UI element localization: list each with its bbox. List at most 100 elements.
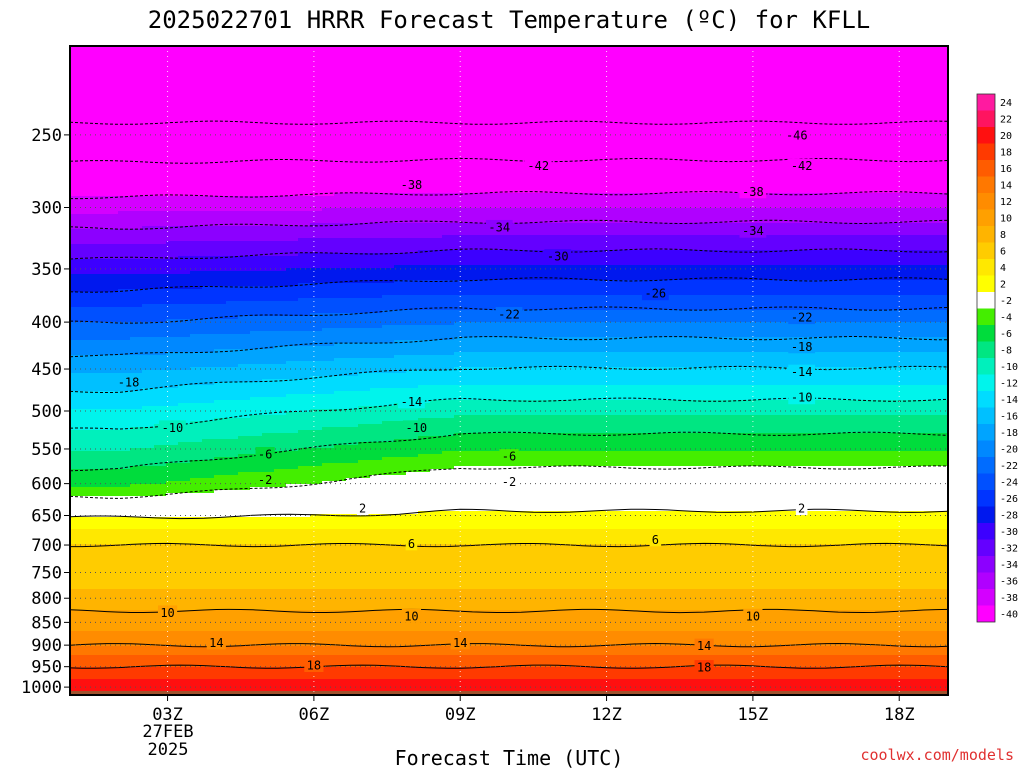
- contour-label-bg: [739, 184, 767, 199]
- contour-label: -34: [488, 220, 510, 234]
- colorbar-label: 12: [1000, 197, 1012, 208]
- colorbar-swatch: [977, 473, 995, 490]
- contour-label-bg: [788, 364, 816, 379]
- contour-label: 6: [408, 537, 415, 551]
- colorbar: 24 22 20 18 16 14 12 10 8 6 4 2 -2 -4 -6 -8 -10 -12 -14 -16…: [976, 93, 1018, 623]
- isotherm-line: [70, 248, 948, 260]
- contour-label-bg: [398, 177, 425, 192]
- contour-label-bg: [450, 635, 470, 650]
- date-label-day: 27FEB: [142, 722, 193, 742]
- contour-label: -22: [498, 308, 520, 322]
- contour-label: -26: [644, 287, 666, 301]
- colorbar-label: -16: [1000, 412, 1018, 423]
- colorbar-swatch: [977, 572, 995, 589]
- colorbar-swatch: [977, 325, 995, 342]
- colorbar-swatch: [977, 358, 995, 375]
- y-tick-label: 700: [31, 536, 62, 556]
- y-tick-label: 450: [31, 360, 62, 380]
- colorbar-label: -26: [1000, 494, 1018, 505]
- colorbar-swatch: [977, 539, 995, 556]
- contour-label-bg: [206, 635, 226, 650]
- y-tick-label: 800: [31, 589, 62, 609]
- y-tick-label: 300: [31, 199, 62, 219]
- colorbar-swatch: [977, 292, 995, 309]
- contour-label-bg: [694, 638, 714, 653]
- isotherm-contours: [70, 120, 948, 669]
- isotherm-line: [70, 335, 948, 358]
- contour-label: 14: [209, 636, 223, 650]
- colorbar-label: 4: [1000, 263, 1006, 274]
- y-tick-label: 650: [31, 507, 62, 527]
- isotherm-line: [70, 465, 948, 499]
- colorbar-swatch: [977, 424, 995, 441]
- colorbar-label: -36: [1000, 577, 1018, 588]
- contour-label-bg: [304, 657, 324, 672]
- contour-label: -42: [791, 159, 813, 173]
- colorbar-label: 22: [1000, 115, 1012, 126]
- colorbar-label: -38: [1000, 593, 1018, 604]
- colorbar-swatch: [977, 193, 995, 210]
- contour-label: -46: [786, 128, 808, 142]
- colorbar-label: 6: [1000, 247, 1006, 258]
- contour-label-bg: [157, 605, 178, 620]
- contour-label: 6: [652, 533, 659, 547]
- y-tick-label: 250: [31, 126, 62, 146]
- isotherm-line: [70, 365, 948, 394]
- contour-label-bg: [788, 390, 816, 405]
- contour-label-bg: [159, 420, 186, 435]
- colorbar-label: -24: [1000, 478, 1018, 489]
- contour-label: 14: [453, 636, 467, 650]
- x-tick-label: 15Z: [738, 705, 769, 725]
- contour-label: 10: [160, 606, 174, 620]
- colorbar-label: -34: [1000, 560, 1018, 571]
- contour-label-bg: [783, 127, 811, 142]
- colorbar-label: -20: [1000, 445, 1018, 456]
- isotherm-line: [70, 542, 948, 548]
- colorbar-swatch: [977, 110, 995, 127]
- isotherm-line: [70, 608, 948, 614]
- colorbar-label: -10: [1000, 362, 1018, 373]
- contour-label: -18: [118, 376, 140, 390]
- contour-label: -22: [791, 311, 813, 325]
- y-tick-label: 900: [31, 636, 62, 656]
- plot-frame: [69, 45, 949, 696]
- contour-label-bg: [401, 608, 422, 623]
- y-tick-label: 950: [31, 658, 62, 678]
- contour-label: -10: [791, 391, 813, 405]
- contour-label: 18: [697, 661, 711, 675]
- x-axis-label: Forecast Time (UTC): [395, 746, 624, 768]
- contour-label: -6: [502, 450, 516, 464]
- y-tick-label: 1000: [21, 678, 62, 698]
- colorbar-label: -40: [1000, 610, 1018, 621]
- contour-label: -14: [401, 395, 423, 409]
- colorbar-label: -12: [1000, 379, 1018, 390]
- isotherm-line: [70, 306, 948, 324]
- colorbar-swatch: [977, 440, 995, 457]
- colorbar-swatch: [977, 259, 995, 276]
- contour-label-bg: [795, 501, 808, 516]
- y-tick-label: 850: [31, 613, 62, 633]
- colorbar-swatch: [977, 127, 995, 144]
- contour-label: 2: [798, 502, 805, 516]
- contour-label: -34: [742, 224, 764, 238]
- colorbar-label: -8: [1000, 346, 1012, 357]
- colorbar-label: -2: [1000, 296, 1012, 307]
- contour-label: 14: [697, 639, 711, 653]
- contour-label: -38: [401, 178, 423, 192]
- contour-label-bg: [495, 307, 523, 322]
- colorbar-label: -28: [1000, 511, 1018, 522]
- contour-label-bg: [115, 375, 142, 390]
- colorbar-swatch: [977, 242, 995, 259]
- contour-label-bg: [255, 472, 275, 487]
- contour-label-bg: [788, 310, 816, 325]
- x-axis: 03Z 06Z 09Z 12Z 15Z 18Z: [152, 695, 915, 725]
- colorbar-swatch: [977, 556, 995, 573]
- contour-label: -10: [405, 421, 427, 435]
- colorbar-swatch: [977, 308, 995, 325]
- contour-label-bg: [743, 608, 763, 623]
- x-tick-label: 06Z: [299, 705, 330, 725]
- colorbar-label: 10: [1000, 214, 1012, 225]
- temperature-field: [70, 46, 948, 695]
- colorbar-label: 18: [1000, 148, 1012, 159]
- x-tick-label: 12Z: [591, 705, 622, 725]
